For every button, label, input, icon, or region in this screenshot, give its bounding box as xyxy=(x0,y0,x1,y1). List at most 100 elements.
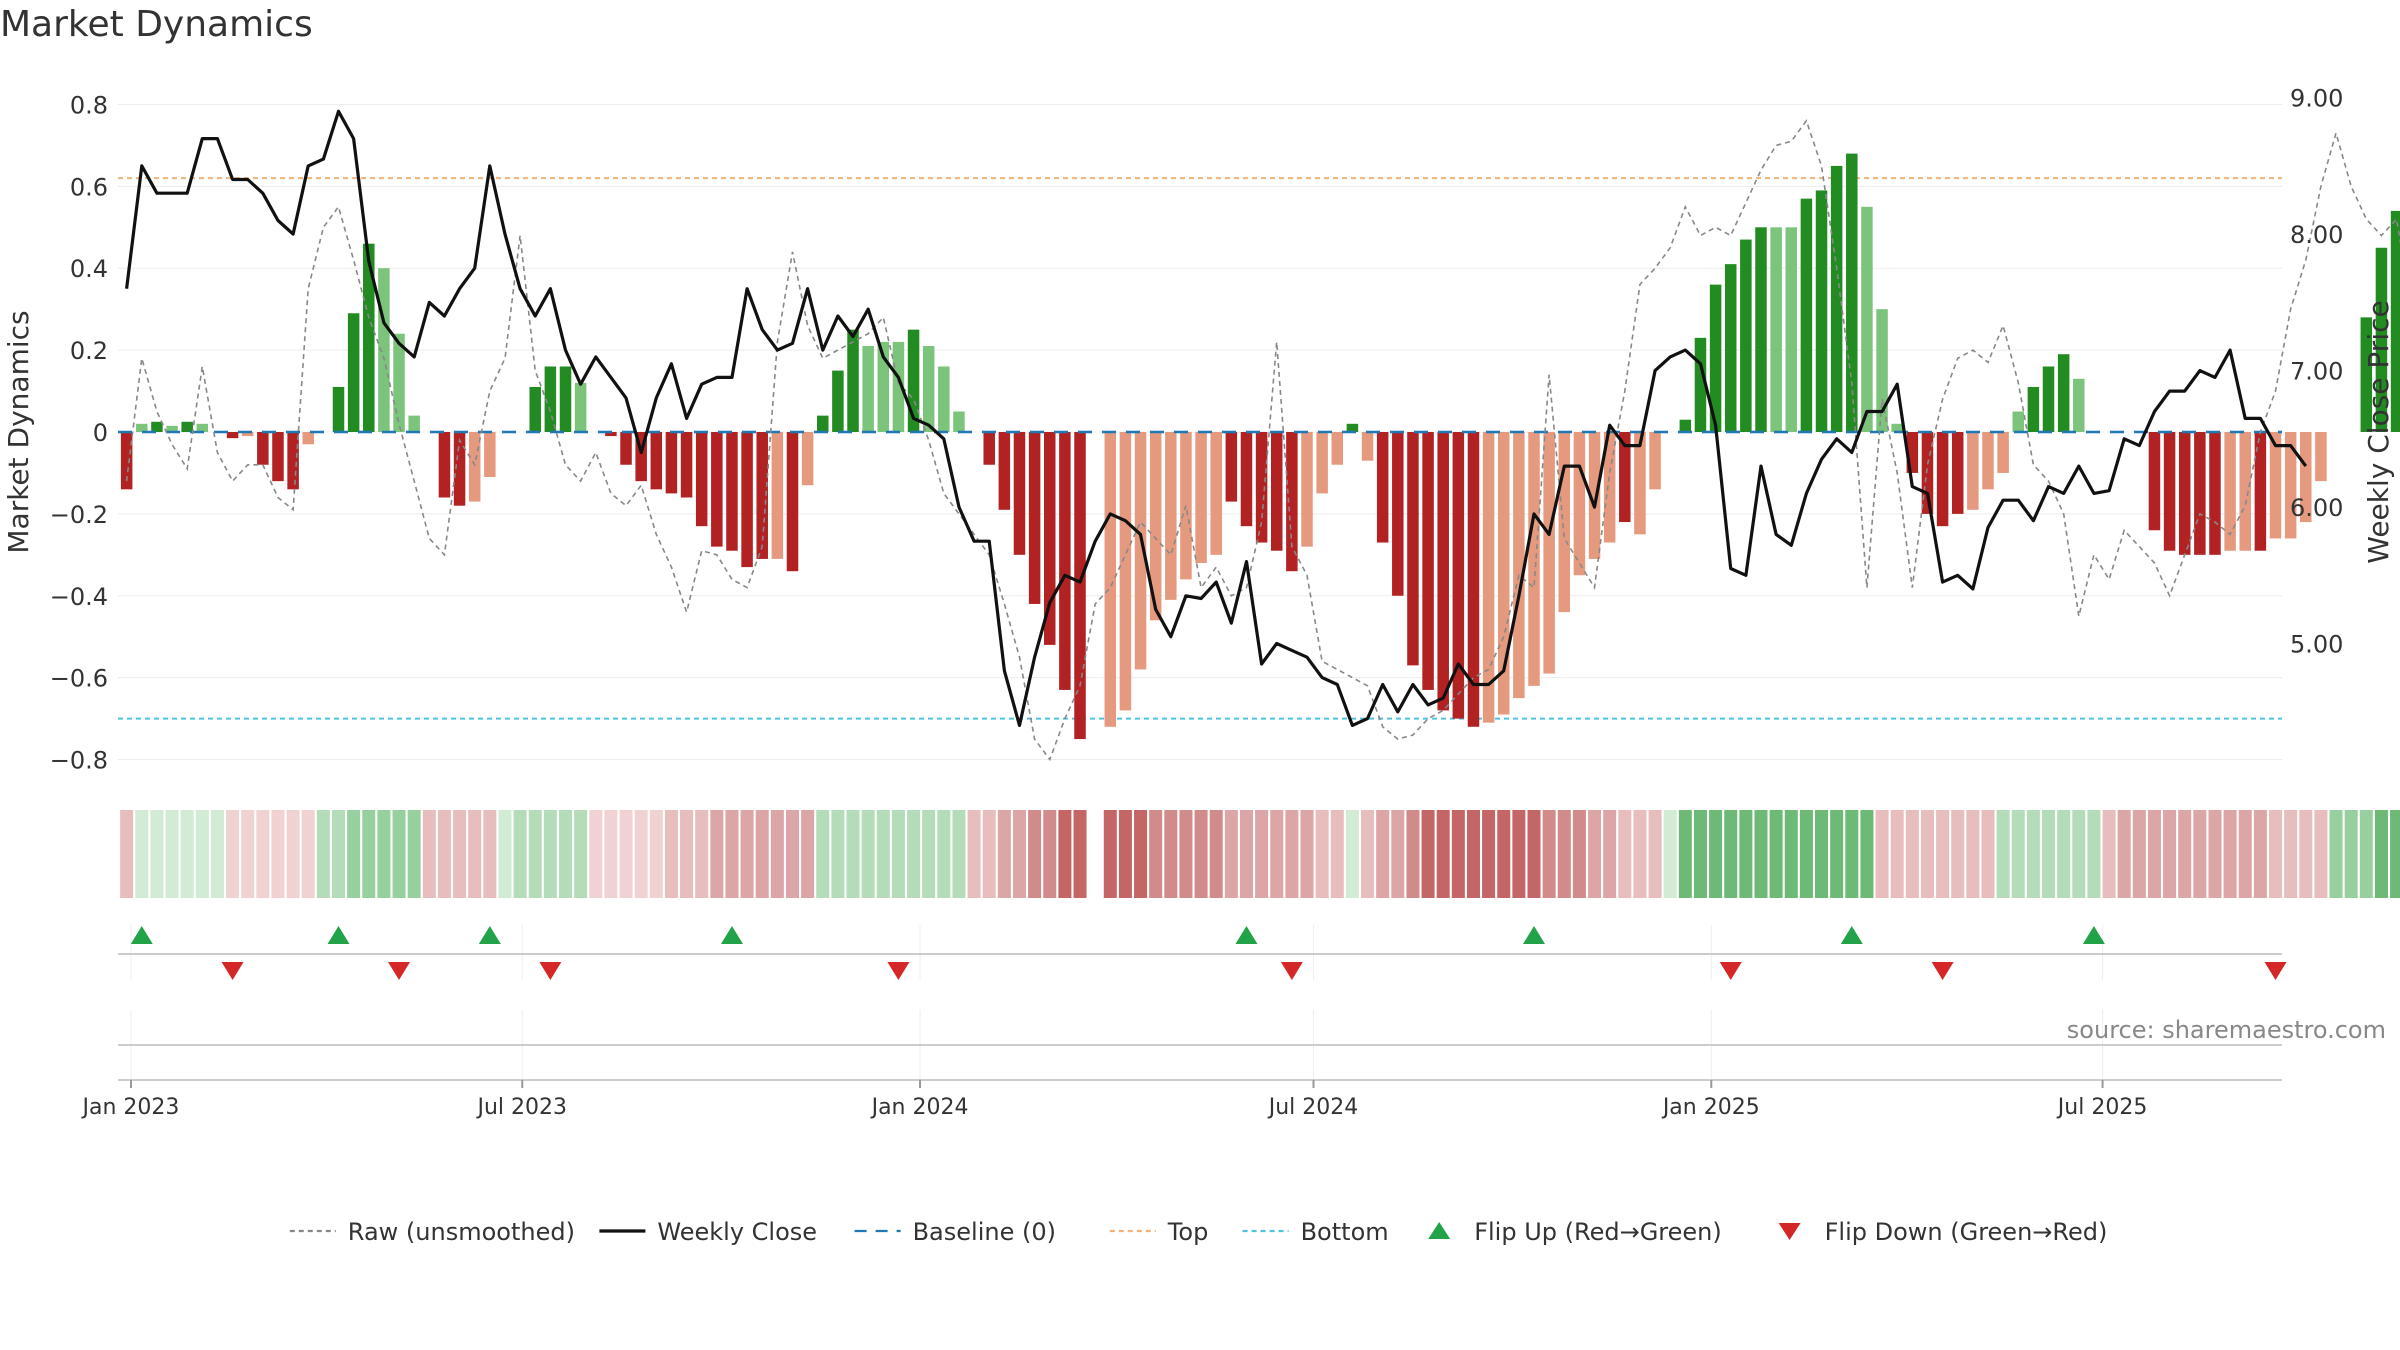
y2-tick-label: 9.00 xyxy=(2290,85,2343,113)
heat-band-cell xyxy=(377,810,391,898)
heat-band-cell xyxy=(2193,810,2207,898)
momentum-bar xyxy=(756,432,768,559)
momentum-bar xyxy=(1876,309,1888,432)
flip-down-marker xyxy=(539,962,562,980)
momentum-bar xyxy=(302,432,314,445)
flip-up-marker xyxy=(1840,926,1863,944)
momentum-bar xyxy=(1982,432,1994,490)
momentum-bar xyxy=(484,432,496,478)
flip-down-marker xyxy=(1280,962,1303,980)
momentum-bar xyxy=(408,415,420,432)
momentum-bar xyxy=(1891,423,1903,432)
momentum-bar xyxy=(1195,432,1207,564)
x-tick-label: Jan 2024 xyxy=(870,1095,969,1120)
momentum-bar xyxy=(559,366,572,432)
momentum-bar xyxy=(1861,206,1873,432)
momentum-bar xyxy=(2284,432,2297,539)
heat-band-cell xyxy=(2223,810,2237,898)
heat-band-cell xyxy=(2299,810,2313,898)
flip-down-marker xyxy=(1931,962,1954,980)
heat-band-cell xyxy=(1043,810,1057,898)
heat-band-cell xyxy=(210,810,224,898)
flip-down-marker xyxy=(887,962,910,980)
momentum-bar xyxy=(953,411,965,432)
momentum-bar xyxy=(1694,337,1707,432)
momentum-bar xyxy=(771,432,784,559)
heat-band-cell xyxy=(1376,810,1390,898)
heat-band-cell xyxy=(922,810,936,898)
legend-item-raw: Raw (unsmoothed) xyxy=(289,1218,575,1246)
momentum-bar xyxy=(1361,432,1374,461)
heat-band-cell xyxy=(1724,810,1738,898)
momentum-bar xyxy=(1649,432,1661,490)
heat-band-cell xyxy=(1073,810,1087,898)
momentum-bar xyxy=(2375,247,2388,432)
heat-band-cell xyxy=(1784,810,1798,898)
heat-band-cell xyxy=(2314,810,2328,898)
momentum-bar xyxy=(1951,432,1964,514)
chart-title: Market Dynamics xyxy=(0,4,313,45)
heat-band-cell xyxy=(1103,810,1117,898)
heat-band-cell xyxy=(2344,810,2358,898)
y2-tick-label: 6.00 xyxy=(2290,494,2343,522)
heat-band-cell xyxy=(2238,810,2252,898)
momentum-bar xyxy=(2254,432,2267,551)
heat-band-cell xyxy=(1678,810,1692,898)
momentum-bar xyxy=(1074,432,1086,740)
y2-tick-label: 7.00 xyxy=(2290,358,2343,386)
heat-band-cell xyxy=(755,810,769,898)
heat-band-cell xyxy=(1209,810,1223,898)
momentum-bar xyxy=(1573,432,1586,576)
heat-band-cell xyxy=(2329,810,2343,898)
heat-band-cell xyxy=(1905,810,1919,898)
momentum-bar xyxy=(635,432,647,482)
heat-band-cell xyxy=(1482,810,1496,898)
momentum-bar xyxy=(1255,432,1268,543)
momentum-bar xyxy=(877,341,890,432)
heat-band-cell xyxy=(468,810,482,898)
flip-up-marker xyxy=(2082,926,2105,944)
heat-band-cell xyxy=(604,810,618,898)
momentum-bar xyxy=(2042,366,2055,432)
heat-band-cell xyxy=(1754,810,1768,898)
heat-band-cell xyxy=(226,810,240,898)
momentum-bar xyxy=(241,432,254,437)
heat-band-cell xyxy=(1815,810,1829,898)
heat-band-cell xyxy=(1028,810,1042,898)
source-note: source: sharemaestro.com xyxy=(2066,1016,2386,1044)
momentum-bar xyxy=(1210,432,1222,555)
momentum-bar xyxy=(847,329,859,432)
legend-item-flip_up: Flip Up (Red→Green) xyxy=(1428,1218,1722,1246)
heat-band-cell xyxy=(1769,810,1783,898)
momentum-bar xyxy=(1452,432,1465,719)
momentum-bar xyxy=(605,432,617,437)
momentum-bar xyxy=(529,386,541,432)
heat-band-cell xyxy=(2087,810,2101,898)
momentum-bar xyxy=(1104,432,1117,727)
heat-band-cell xyxy=(1391,810,1405,898)
heat-band-cell xyxy=(135,810,149,898)
flip-down-marker xyxy=(1719,962,1742,980)
heat-band-cell xyxy=(241,810,255,898)
momentum-bar xyxy=(1497,432,1510,715)
momentum-bar xyxy=(226,432,239,439)
heat-band-cell xyxy=(1875,810,1889,898)
momentum-bar xyxy=(1800,198,1813,432)
momentum-bar xyxy=(1376,432,1389,543)
legend-item-top: Top xyxy=(1109,1218,1208,1246)
heat-band-cell xyxy=(785,810,800,898)
heat-band-cell xyxy=(1739,810,1753,898)
momentum-bar xyxy=(1422,432,1434,690)
flip-down-marker xyxy=(2264,962,2287,980)
heat-band-cell xyxy=(1436,810,1450,898)
heat-band-cell xyxy=(1663,810,1677,898)
y-tick-label: 0.8 xyxy=(70,91,108,119)
momentum-bar xyxy=(1119,432,1132,711)
heat-band-cell xyxy=(1300,810,1314,898)
heat-band-cell xyxy=(165,810,179,898)
momentum-bar xyxy=(2269,432,2282,539)
x-tick-label: Jul 2024 xyxy=(1267,1095,1359,1120)
heat-band-cell xyxy=(2208,810,2222,898)
momentum-bar xyxy=(711,432,723,547)
momentum-bar xyxy=(1149,432,1162,621)
